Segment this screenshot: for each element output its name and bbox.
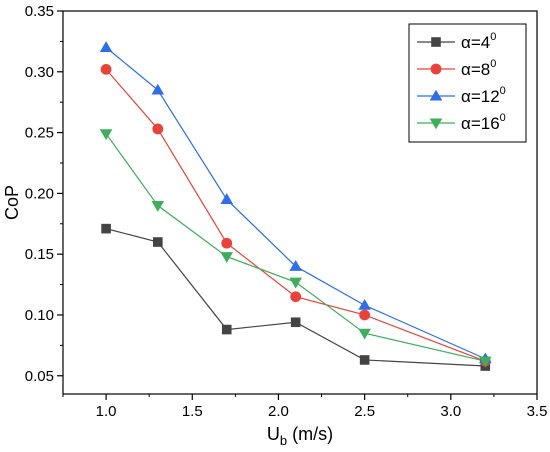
legend-box — [408, 23, 527, 143]
x-axis-title: Ub (m/s) — [267, 424, 333, 448]
data-point-s2-1 — [100, 63, 112, 75]
data-point-s3-4 — [289, 260, 302, 271]
y-tick-label: 0.05 — [25, 368, 54, 385]
x-tick-label: 1.0 — [96, 403, 117, 420]
data-point-s1-4 — [290, 317, 301, 328]
data-point-s2-2 — [152, 123, 164, 135]
data-point-s3-3 — [220, 193, 234, 204]
data-point-s4-1 — [99, 129, 113, 141]
legend-label-3: α=120 — [461, 85, 506, 106]
legend-marker-1 — [431, 37, 441, 47]
x-tick-label: 3.5 — [527, 403, 548, 420]
y-tick-label: 0.20 — [25, 185, 54, 202]
data-point-s4-3 — [220, 252, 234, 263]
data-point-s1-3 — [221, 324, 232, 335]
legend-label-4: α=160 — [461, 112, 506, 133]
data-point-s2-5 — [359, 309, 371, 321]
x-tick-label: 1.5 — [182, 403, 203, 420]
series-line-1 — [105, 228, 486, 367]
legend-marker-4 — [429, 118, 443, 130]
legend-marker-3 — [429, 89, 443, 101]
y-tick-label: 0.35 — [25, 3, 54, 20]
y-tick-label: 0.25 — [25, 125, 54, 142]
data-point-s4-6 — [478, 356, 492, 368]
series-line-4 — [105, 133, 486, 362]
data-point-s3-5 — [358, 298, 371, 310]
data-point-s1-1 — [101, 223, 111, 234]
y-tick-label: 0.15 — [25, 246, 54, 263]
x-tick-label: 3.0 — [440, 403, 461, 420]
y-tick-label: 0.10 — [25, 307, 54, 324]
data-point-s1-5 — [359, 355, 370, 365]
data-point-s4-2 — [151, 201, 165, 212]
data-point-s2-4 — [290, 291, 302, 303]
x-tick-label: 2.5 — [354, 403, 375, 420]
legend-marker-2 — [430, 63, 442, 75]
data-point-s3-1 — [99, 41, 113, 52]
legend-label-2: α=80 — [461, 58, 496, 79]
x-tick-label: 2.0 — [268, 403, 289, 420]
y-tick-label: 0.30 — [25, 64, 54, 81]
data-point-s1-2 — [153, 237, 163, 247]
data-point-s2-3 — [221, 237, 233, 249]
data-point-s4-4 — [289, 277, 302, 289]
series-line-3 — [105, 47, 486, 360]
data-point-s3-2 — [151, 83, 165, 95]
y-axis-title: CoP — [2, 185, 22, 220]
legend-label-1: α=40 — [461, 31, 496, 52]
plot-frame — [62, 10, 538, 395]
data-point-s4-5 — [358, 328, 371, 340]
